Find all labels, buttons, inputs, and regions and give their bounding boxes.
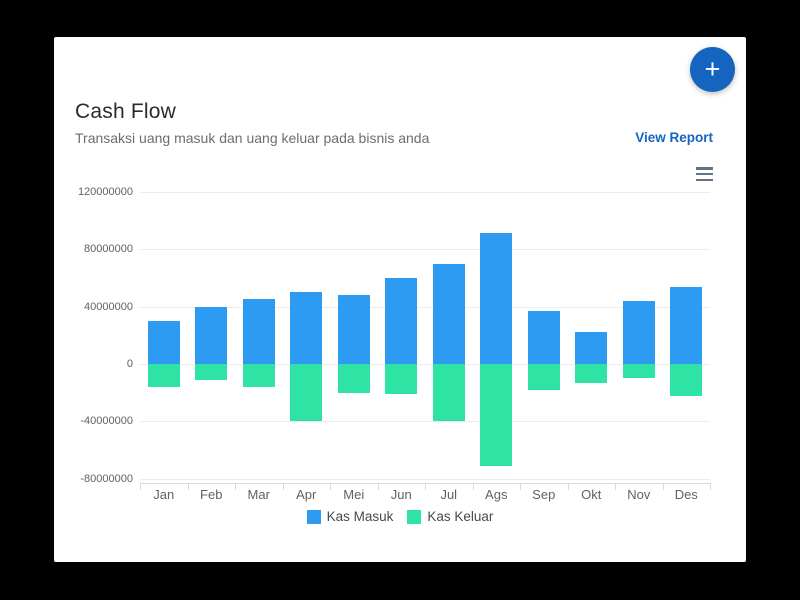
bar-kas-masuk-mei[interactable] <box>337 295 370 364</box>
bar-kas-keluar-jul[interactable] <box>432 364 465 422</box>
x-axis-label-mei: Mei <box>343 487 365 502</box>
chart-legend: Kas Masuk Kas Keluar <box>54 509 746 524</box>
bar-kas-masuk-sep[interactable] <box>527 310 560 364</box>
gridline--80000000 <box>140 478 710 480</box>
x-axis-label-des: Des <box>674 487 698 502</box>
gridline--40000000 <box>140 421 710 423</box>
bar-kas-masuk-jan[interactable] <box>147 320 180 364</box>
legend-swatch <box>407 509 422 524</box>
bar-kas-keluar-jan[interactable] <box>147 364 180 387</box>
view-report-link[interactable]: View Report <box>635 130 713 145</box>
bar-kas-masuk-nov[interactable] <box>622 300 655 364</box>
x-axis-tick <box>472 483 474 490</box>
x-axis-tick <box>187 483 189 490</box>
bar-kas-keluar-jun[interactable] <box>385 364 418 395</box>
bar-kas-masuk-jun[interactable] <box>385 277 418 364</box>
bar-kas-keluar-sep[interactable] <box>527 364 560 390</box>
bar-kas-masuk-apr[interactable] <box>290 292 323 364</box>
card-subtitle: Transaksi uang masuk dan uang keluar pad… <box>75 130 430 146</box>
bar-kas-keluar-mei[interactable] <box>337 364 370 393</box>
x-axis-label-sep: Sep <box>532 487 556 502</box>
bar-kas-keluar-mar[interactable] <box>242 364 275 387</box>
plus-icon: + <box>704 54 721 84</box>
x-axis-tick <box>377 483 379 490</box>
gridline-0 <box>140 364 710 365</box>
bar-kas-masuk-ags[interactable] <box>480 233 513 364</box>
y-axis-tick-label: -40000000 <box>80 415 133 428</box>
bar-kas-masuk-mar[interactable] <box>242 299 275 364</box>
x-axis-label-okt: Okt <box>581 487 602 502</box>
bar-kas-keluar-feb[interactable] <box>195 364 228 380</box>
y-axis-tick-label: 0 <box>126 358 133 370</box>
hamburger-bar <box>696 167 713 170</box>
bar-kas-keluar-nov[interactable] <box>622 364 655 379</box>
x-axis-tick <box>140 483 141 490</box>
x-axis-label-feb: Feb <box>200 487 223 502</box>
hamburger-bar <box>696 172 713 176</box>
legend-swatch <box>306 509 321 524</box>
bar-kas-keluar-des[interactable] <box>670 364 703 396</box>
card-title: Cash Flow <box>75 100 176 123</box>
bar-kas-keluar-ags[interactable] <box>480 364 513 466</box>
bar-kas-masuk-okt[interactable] <box>575 332 608 364</box>
x-axis-tick <box>282 483 284 490</box>
x-axis-label-ags: Ags <box>485 487 508 502</box>
x-axis-tick <box>425 483 426 490</box>
legend-item-kas-keluar[interactable]: Kas Keluar <box>407 509 493 524</box>
x-axis-tick <box>567 483 569 490</box>
legend-label: Kas Keluar <box>427 509 494 524</box>
hamburger-menu-icon[interactable] <box>696 167 713 181</box>
y-axis-tick-label: 120000000 <box>77 185 133 198</box>
bar-kas-masuk-des[interactable] <box>670 286 703 364</box>
x-axis-label-jul: Jul <box>440 487 458 502</box>
x-axis-tick <box>710 483 711 490</box>
legend-item-kas-masuk[interactable]: Kas Masuk <box>306 509 394 524</box>
gridline-40000000 <box>140 306 710 308</box>
legend-label: Kas Masuk <box>326 509 394 524</box>
add-button[interactable]: + <box>690 47 735 92</box>
y-axis-tick-label: 40000000 <box>84 300 133 313</box>
cash-flow-card: 120000000 80000000 40000000 0 -40000000 -8000… <box>54 37 746 562</box>
x-axis-label-mar: Mar <box>247 487 270 502</box>
bar-kas-masuk-feb[interactable] <box>195 306 228 364</box>
y-axis-tick-label: 80000000 <box>84 243 133 256</box>
hamburger-bar <box>696 178 713 181</box>
x-axis-tick <box>235 483 236 490</box>
cash-flow-chart: 120000000 80000000 40000000 0 -40000000 -8000… <box>54 37 746 562</box>
x-axis-tick <box>330 483 331 490</box>
x-axis-tick <box>615 483 616 490</box>
x-axis-tick <box>520 483 521 490</box>
bar-kas-masuk-jul[interactable] <box>432 263 465 364</box>
bar-kas-keluar-apr[interactable] <box>290 364 323 422</box>
x-axis-label-jan: Jan <box>153 487 175 502</box>
x-axis-label-apr: Apr <box>296 487 317 502</box>
y-axis-tick-label: -80000000 <box>80 472 133 485</box>
gridline-80000000 <box>140 249 710 251</box>
x-axis-tick <box>662 483 664 490</box>
gridline-120000000 <box>140 191 710 193</box>
bar-kas-keluar-okt[interactable] <box>575 364 608 383</box>
x-axis-label-jun: Jun <box>390 487 412 502</box>
x-axis-label-nov: Nov <box>627 487 651 502</box>
